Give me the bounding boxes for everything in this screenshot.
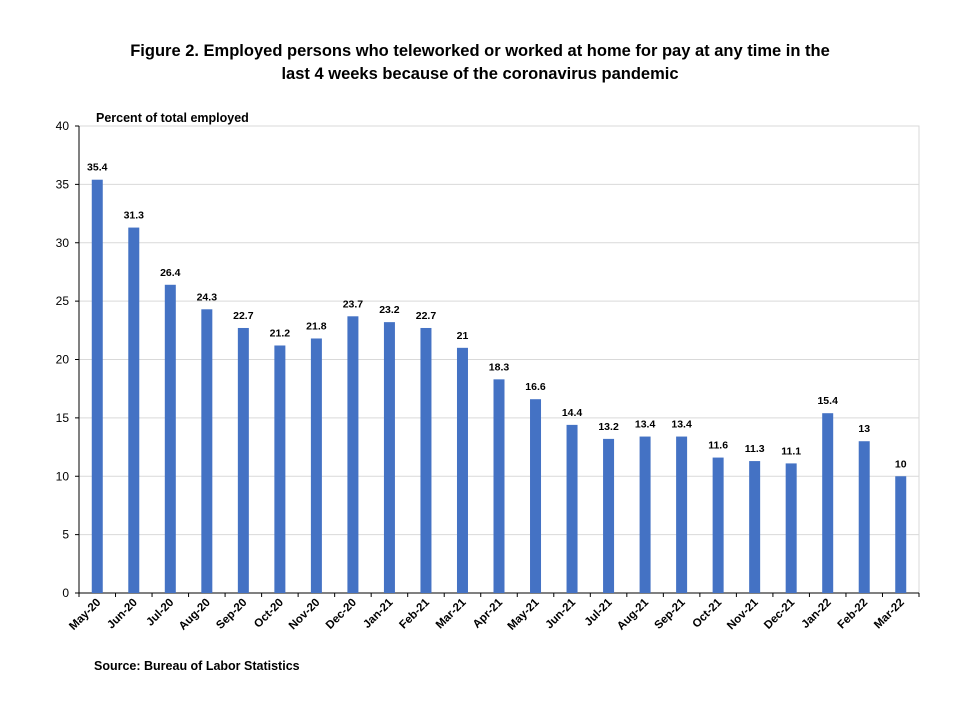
y-tick-label: 25 [56, 294, 70, 308]
data-label: 21.2 [270, 327, 291, 339]
data-label: 10 [895, 458, 907, 470]
bar [822, 413, 834, 593]
x-tick-label: Jan-22 [800, 597, 834, 631]
bar [383, 322, 395, 593]
bar [164, 284, 176, 593]
x-tick-label: Oct-20 [252, 597, 286, 631]
data-label: 15.4 [817, 395, 838, 407]
x-tick-label: Nov-20 [287, 597, 323, 633]
bar [858, 441, 870, 593]
data-label: 11.3 [745, 443, 765, 455]
bar [128, 227, 140, 593]
x-tick-label: Feb-22 [836, 597, 871, 632]
x-tick-label: Jul-21 [583, 596, 615, 628]
bar [566, 424, 578, 593]
y-tick-label: 15 [56, 411, 70, 425]
bar [676, 436, 688, 593]
data-label: 35.4 [87, 162, 108, 174]
y-tick-label: 5 [62, 528, 69, 542]
x-tick-label: Dec-20 [324, 597, 359, 632]
x-tick-label: Oct-21 [690, 596, 724, 630]
data-label: 13 [858, 423, 870, 435]
y-tick-label: 30 [56, 236, 70, 250]
data-label: 13.2 [598, 421, 619, 433]
x-tick-label: May-20 [67, 597, 103, 633]
x-tick-label: Dec-21 [762, 596, 798, 632]
data-label: 23.2 [379, 304, 400, 316]
data-label: 11.1 [781, 445, 801, 457]
data-label: 13.4 [635, 419, 656, 431]
x-tick-label: May-21 [506, 596, 542, 632]
x-tick-label: Sep-21 [653, 596, 689, 632]
bar [749, 461, 761, 593]
data-label: 26.4 [160, 267, 181, 279]
bar [237, 327, 249, 593]
y-tick-label: 40 [56, 119, 70, 133]
y-tick-label: 10 [56, 469, 70, 483]
bar [347, 316, 359, 593]
data-label: 13.4 [671, 419, 692, 431]
y-tick-label: 0 [62, 586, 69, 600]
chart-title-line-1: Figure 2. Employed persons who teleworke… [130, 42, 830, 60]
x-tick-label: Jul-20 [144, 597, 176, 629]
bar [785, 463, 797, 593]
chart-title: Figure 2. Employed persons who teleworke… [0, 40, 960, 86]
bar [895, 476, 907, 593]
x-tick-label: Jun-21 [543, 596, 578, 631]
data-label: 11.6 [708, 440, 728, 452]
bar [603, 438, 615, 593]
data-label: 18.3 [489, 361, 510, 373]
bar [420, 327, 432, 593]
x-tick-label: Mar-22 [872, 597, 907, 632]
x-tick-label: Nov-21 [725, 596, 761, 632]
data-label: 24.3 [197, 291, 218, 303]
bar [201, 309, 213, 593]
y-tick-label: 20 [56, 353, 70, 367]
bar [639, 436, 651, 593]
data-label: 31.3 [124, 210, 145, 222]
data-label: 22.7 [416, 310, 437, 322]
bar [712, 457, 724, 593]
x-tick-label: Jan-21 [361, 596, 396, 631]
bar [530, 399, 542, 593]
bar [274, 345, 286, 593]
x-tick-label: Jun-20 [105, 597, 140, 632]
x-tick-label: Aug-20 [177, 597, 213, 633]
x-tick-label: Sep-20 [214, 597, 249, 632]
data-label: 16.6 [525, 381, 546, 393]
data-label: 23.7 [343, 298, 364, 310]
x-tick-label: Aug-21 [615, 596, 651, 632]
data-label: 21.8 [306, 320, 327, 332]
source-note: Source: Bureau of Labor Statistics [94, 659, 300, 673]
chart-title-line-2: last 4 weeks because of the coronavirus … [281, 65, 679, 83]
bar [456, 347, 468, 593]
y-tick-label: 35 [56, 177, 70, 191]
data-label: 22.7 [233, 310, 254, 322]
bar [493, 379, 505, 593]
y-axis-label: Percent of total employed [96, 111, 249, 125]
bar [310, 338, 322, 593]
bar [91, 179, 103, 593]
data-label: 14.4 [562, 407, 583, 419]
x-tick-label: Apr-21 [471, 596, 506, 631]
data-label: 21 [457, 330, 469, 342]
x-tick-label: Feb-21 [397, 596, 432, 631]
x-tick-label: Mar-21 [434, 596, 469, 631]
